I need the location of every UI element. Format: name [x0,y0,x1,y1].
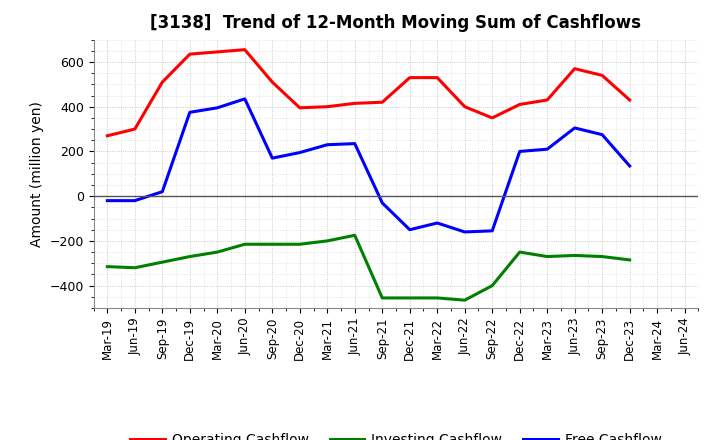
Operating Cashflow [213,49,222,55]
Operating Cashflow [158,80,166,85]
Investing Cashflow [103,264,112,269]
Free Cashflow [130,198,139,203]
Free Cashflow [213,105,222,110]
Operating Cashflow [570,66,579,71]
Title: [3138]  Trend of 12-Month Moving Sum of Cashflows: [3138] Trend of 12-Month Moving Sum of C… [150,15,642,33]
Investing Cashflow [351,233,359,238]
Free Cashflow [378,200,387,205]
Investing Cashflow [488,283,497,288]
Operating Cashflow [405,75,414,80]
Y-axis label: Amount (million yen): Amount (million yen) [30,101,44,247]
Investing Cashflow [516,249,524,255]
Operating Cashflow [186,51,194,57]
Free Cashflow [240,96,249,102]
Free Cashflow [405,227,414,232]
Free Cashflow [186,110,194,115]
Free Cashflow [433,220,441,226]
Operating Cashflow [103,133,112,139]
Free Cashflow [488,228,497,234]
Free Cashflow [598,132,606,137]
Investing Cashflow [460,297,469,303]
Investing Cashflow [378,295,387,301]
Operating Cashflow [295,105,304,110]
Operating Cashflow [240,47,249,52]
Operating Cashflow [323,104,332,109]
Operating Cashflow [378,99,387,105]
Operating Cashflow [488,115,497,121]
Line: Free Cashflow: Free Cashflow [107,99,630,232]
Investing Cashflow [213,249,222,255]
Investing Cashflow [405,295,414,301]
Free Cashflow [460,229,469,235]
Line: Investing Cashflow: Investing Cashflow [107,235,630,300]
Investing Cashflow [433,295,441,301]
Free Cashflow [268,155,276,161]
Investing Cashflow [130,265,139,270]
Operating Cashflow [626,97,634,103]
Investing Cashflow [186,254,194,259]
Operating Cashflow [516,102,524,107]
Free Cashflow [351,141,359,146]
Free Cashflow [158,189,166,194]
Investing Cashflow [543,254,552,259]
Free Cashflow [543,147,552,152]
Investing Cashflow [570,253,579,258]
Free Cashflow [626,163,634,169]
Free Cashflow [516,149,524,154]
Operating Cashflow [130,126,139,132]
Operating Cashflow [598,73,606,78]
Investing Cashflow [626,257,634,263]
Free Cashflow [103,198,112,203]
Free Cashflow [295,150,304,155]
Line: Operating Cashflow: Operating Cashflow [107,50,630,136]
Investing Cashflow [598,254,606,259]
Investing Cashflow [323,238,332,244]
Operating Cashflow [268,80,276,85]
Operating Cashflow [351,101,359,106]
Operating Cashflow [543,97,552,103]
Operating Cashflow [433,75,441,80]
Investing Cashflow [268,242,276,247]
Free Cashflow [570,125,579,131]
Investing Cashflow [240,242,249,247]
Investing Cashflow [158,260,166,265]
Legend: Operating Cashflow, Investing Cashflow, Free Cashflow: Operating Cashflow, Investing Cashflow, … [125,428,667,440]
Investing Cashflow [295,242,304,247]
Free Cashflow [323,142,332,147]
Operating Cashflow [460,104,469,109]
